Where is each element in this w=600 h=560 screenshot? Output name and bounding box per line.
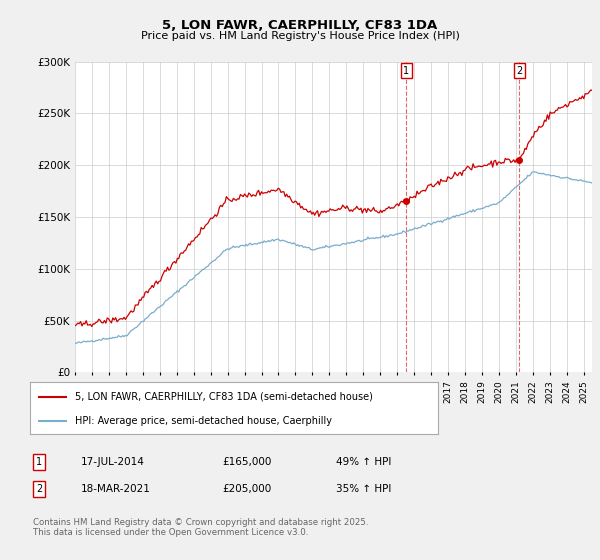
Text: 17-JUL-2014: 17-JUL-2014 (81, 457, 145, 467)
Text: HPI: Average price, semi-detached house, Caerphilly: HPI: Average price, semi-detached house,… (75, 416, 332, 426)
Text: £165,000: £165,000 (222, 457, 271, 467)
Text: 35% ↑ HPI: 35% ↑ HPI (336, 484, 391, 494)
Text: 2: 2 (36, 484, 42, 494)
Text: 5, LON FAWR, CAERPHILLY, CF83 1DA (semi-detached house): 5, LON FAWR, CAERPHILLY, CF83 1DA (semi-… (75, 392, 373, 402)
Text: 1: 1 (403, 66, 409, 76)
Text: £205,000: £205,000 (222, 484, 271, 494)
Text: Price paid vs. HM Land Registry's House Price Index (HPI): Price paid vs. HM Land Registry's House … (140, 31, 460, 41)
Text: Contains HM Land Registry data © Crown copyright and database right 2025.
This d: Contains HM Land Registry data © Crown c… (33, 518, 368, 538)
Text: 5, LON FAWR, CAERPHILLY, CF83 1DA: 5, LON FAWR, CAERPHILLY, CF83 1DA (163, 18, 437, 32)
Text: 2: 2 (517, 66, 523, 76)
Text: 18-MAR-2021: 18-MAR-2021 (81, 484, 151, 494)
Text: 1: 1 (36, 457, 42, 467)
Text: 49% ↑ HPI: 49% ↑ HPI (336, 457, 391, 467)
